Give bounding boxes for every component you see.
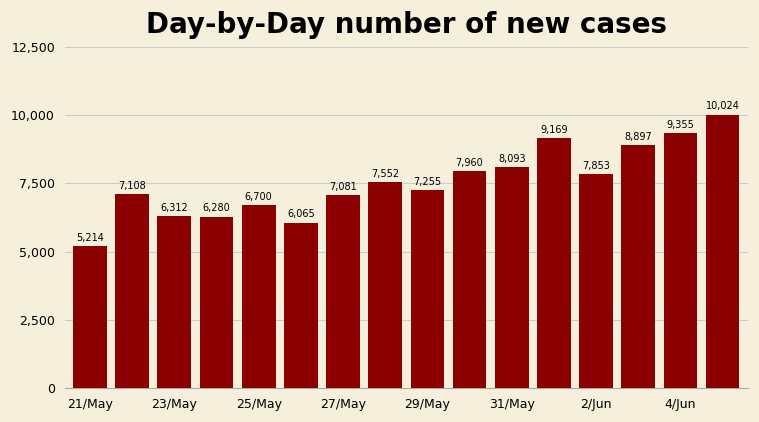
Text: 5,214: 5,214	[76, 233, 104, 243]
Bar	[200, 217, 234, 388]
Bar	[452, 171, 487, 388]
Text: 10,024: 10,024	[706, 101, 739, 111]
Bar	[284, 223, 318, 388]
Bar	[73, 246, 107, 388]
Text: 8,897: 8,897	[625, 132, 652, 142]
Text: 7,552: 7,552	[371, 169, 399, 179]
Text: 9,355: 9,355	[666, 119, 694, 130]
Bar	[579, 174, 613, 388]
Bar	[157, 216, 191, 388]
Text: 7,853: 7,853	[582, 160, 610, 170]
Text: 7,255: 7,255	[414, 177, 442, 187]
Bar	[663, 133, 698, 388]
Bar	[495, 167, 528, 388]
Text: 8,093: 8,093	[498, 154, 525, 164]
Text: 7,960: 7,960	[455, 158, 483, 168]
Bar	[411, 190, 444, 388]
Bar	[622, 145, 655, 388]
Bar	[326, 195, 360, 388]
Text: 7,081: 7,081	[329, 181, 357, 192]
Text: 7,108: 7,108	[118, 181, 146, 191]
Bar	[242, 205, 276, 388]
Text: 6,065: 6,065	[287, 209, 315, 219]
Bar	[706, 115, 739, 388]
Bar	[115, 194, 149, 388]
Text: 9,169: 9,169	[540, 124, 568, 135]
Title: Day-by-Day number of new cases: Day-by-Day number of new cases	[146, 11, 667, 39]
Text: 6,312: 6,312	[160, 203, 188, 213]
Bar	[537, 138, 571, 388]
Text: 6,280: 6,280	[203, 203, 231, 214]
Text: 6,700: 6,700	[245, 192, 272, 202]
Bar	[368, 182, 402, 388]
